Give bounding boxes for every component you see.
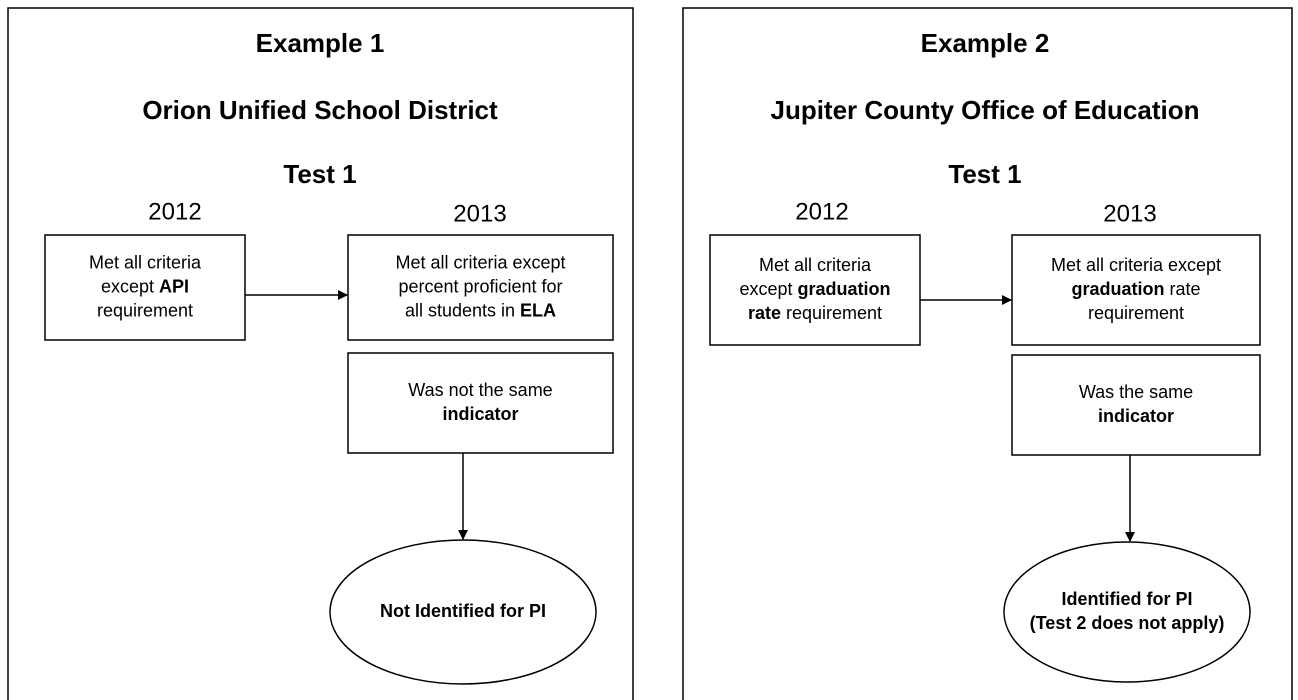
year-label: 2013	[1103, 200, 1156, 227]
organization: Orion Unified School District	[142, 95, 498, 125]
text-line: Identified for PI	[1061, 589, 1192, 609]
text-run: indicator	[1098, 406, 1174, 426]
example-panel: Example 1 Orion Unified School District Te…	[7, 7, 634, 700]
text-line: Met all criteria except	[395, 252, 565, 272]
example-title: Example 2	[921, 28, 1050, 58]
text-line: (Test 2 does not apply)	[1030, 613, 1225, 633]
text-run: Was the same	[1079, 382, 1193, 402]
year-label: 2012	[148, 198, 201, 225]
text-line: requirement	[1088, 303, 1184, 323]
text-line: all students in ELA	[405, 300, 556, 320]
outcome-ellipse	[329, 539, 597, 685]
criteria-box	[347, 352, 614, 454]
text-run: Met all criteria except	[1051, 255, 1221, 275]
text-run: rate	[748, 303, 781, 323]
text-run: API	[159, 276, 189, 296]
example-panel: Example 2 Jupiter County Office of Educat…	[682, 7, 1293, 700]
text-run: indicator	[442, 404, 518, 424]
text-run: all students in	[405, 300, 520, 320]
text-run: ELA	[520, 300, 556, 320]
text-run: requirement	[1088, 303, 1184, 323]
text-run: Met all criteria	[89, 252, 202, 272]
test-label: Test 1	[283, 159, 356, 189]
text-line: indicator	[442, 404, 518, 424]
text-run: except	[739, 279, 797, 299]
text-run: Not Identified for PI	[380, 601, 546, 621]
text-line: Met all criteria except	[1051, 255, 1221, 275]
text-run: Met all criteria except	[395, 252, 565, 272]
outcome-ellipse	[1003, 541, 1251, 683]
text-run: graduation	[798, 279, 891, 299]
text-line: except API	[101, 276, 189, 296]
text-run: requirement	[781, 303, 882, 323]
text-line: indicator	[1098, 406, 1174, 426]
text-line: Was not the same	[408, 380, 552, 400]
text-run: graduation	[1071, 279, 1164, 299]
text-run: (Test 2 does not apply)	[1030, 613, 1225, 633]
text-run: rate	[1164, 279, 1200, 299]
criteria-box	[44, 234, 246, 341]
criteria-box	[709, 234, 921, 346]
text-line: except graduation	[739, 279, 890, 299]
text-line: percent proficient for	[398, 276, 562, 296]
text-run: except	[101, 276, 159, 296]
text-run: Was not the same	[408, 380, 552, 400]
panel-border	[7, 7, 634, 700]
text-run: requirement	[97, 300, 193, 320]
test-label: Test 1	[948, 159, 1021, 189]
text-line: Met all criteria	[89, 252, 202, 272]
text-line: Met all criteria	[759, 255, 872, 275]
text-line: graduation rate	[1071, 279, 1200, 299]
text-run: Identified for PI	[1061, 589, 1192, 609]
criteria-box	[1011, 354, 1261, 456]
year-label: 2012	[795, 198, 848, 225]
criteria-box	[1011, 234, 1261, 346]
text-line: rate requirement	[748, 303, 882, 323]
criteria-box	[347, 234, 614, 341]
text-run: percent proficient for	[398, 276, 562, 296]
text-line: requirement	[97, 300, 193, 320]
example-title: Example 1	[256, 28, 385, 58]
organization: Jupiter County Office of Education	[770, 95, 1199, 125]
panel-border	[682, 7, 1293, 700]
text-run: Met all criteria	[759, 255, 872, 275]
text-line: Not Identified for PI	[380, 601, 546, 621]
text-line: Was the same	[1079, 382, 1193, 402]
year-label: 2013	[453, 200, 506, 227]
